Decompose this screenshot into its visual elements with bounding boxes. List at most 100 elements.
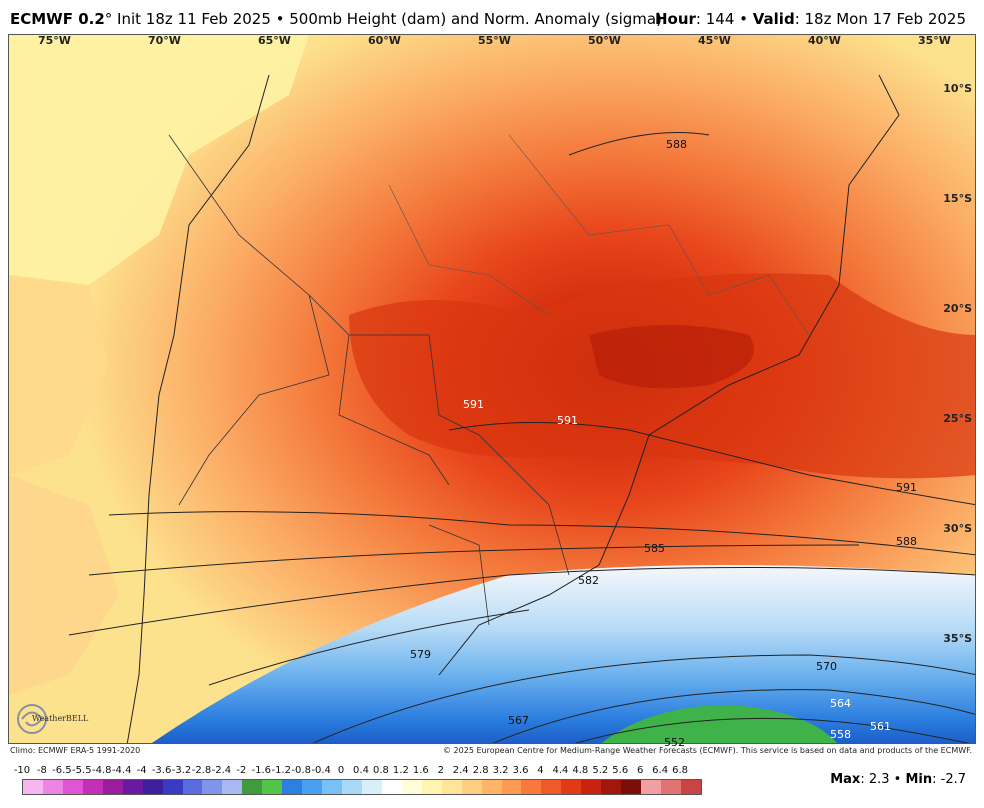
contour-label: 591 [896, 481, 917, 494]
legend-value: -5.5 [72, 765, 92, 776]
legend-value: 1.2 [392, 765, 409, 776]
latitude-label: 25°S [943, 412, 972, 425]
legend-swatch [461, 780, 482, 794]
contour-label: 585 [644, 542, 665, 555]
legend-value: 0.4 [353, 765, 369, 776]
legend-value: -6.5 [52, 765, 72, 776]
legend-swatch [82, 780, 103, 794]
legend-swatch [122, 780, 143, 794]
legend-swatch [421, 780, 442, 794]
legend-swatch [262, 780, 283, 794]
contour-label: 579 [410, 648, 431, 661]
valid-label: Valid [752, 10, 795, 28]
legend-value: 3.6 [512, 765, 529, 776]
legend-swatch [601, 780, 622, 794]
contour-label: 591 [557, 414, 578, 427]
legend-swatch [401, 780, 422, 794]
contour-label: 570 [816, 660, 837, 673]
legend-value: 1.6 [412, 765, 429, 776]
legend-value: 5.6 [612, 765, 629, 776]
legend-swatch [641, 780, 661, 794]
legend-value: -0.4 [311, 765, 331, 776]
contour-label: 558 [830, 728, 851, 741]
legend-value: -1.2 [271, 765, 291, 776]
contour-label: 561 [870, 720, 891, 733]
longitude-label: 40°W [808, 34, 841, 47]
longitude-label: 60°W [368, 34, 401, 47]
legend-swatch [541, 780, 562, 794]
legend-value: -3.2 [171, 765, 192, 776]
pacific-coastline [126, 74, 270, 743]
latitude-label: 30°S [943, 522, 972, 535]
contour-label: 591 [463, 398, 484, 411]
contour-label: 567 [508, 714, 529, 727]
weatherbell-logo: WeatherBELL [14, 700, 89, 738]
longitude-label: 65°W [258, 34, 291, 47]
forecast-time: Hour: 144 • Valid: 18z Mon 17 Feb 2025 [655, 10, 966, 28]
valid-value: : 18z Mon 17 Feb 2025 [794, 10, 966, 28]
legend-value: -1.6 [251, 765, 272, 776]
contour-label: 588 [666, 138, 687, 151]
legend-swatch [680, 780, 701, 794]
map-title: ECMWF 0.2° Init 18z 11 Feb 2025 • 500mb … [10, 10, 662, 28]
legend-swatch [202, 780, 223, 794]
credits-bar: Climo: ECMWF ERA-5 1991-2020 © 2025 Euro… [10, 746, 976, 758]
latitude-label: 10°S [943, 82, 972, 95]
longitude-label: 70°W [148, 34, 181, 47]
model-name: ECMWF 0.2 [10, 10, 105, 28]
legend-swatch [561, 780, 582, 794]
legend-swatch [23, 780, 43, 794]
anomaly-map[interactable] [8, 34, 976, 744]
legend-swatch [222, 780, 243, 794]
longitude-label: 50°W [588, 34, 621, 47]
legend-swatch [322, 780, 342, 794]
legend-value: -10 [13, 765, 31, 776]
legend-value: -2.4 [211, 765, 232, 776]
contour-label: 552 [664, 736, 685, 749]
legend-swatch [162, 780, 183, 794]
legend-swatch [142, 780, 163, 794]
legend-swatch [521, 780, 542, 794]
latitude-label: 20°S [943, 302, 972, 315]
hour-label: Hour [654, 10, 696, 28]
color-legend [22, 779, 702, 795]
legend-value: 6.4 [652, 765, 669, 776]
map-canvas [9, 35, 975, 743]
copyright-credit: © 2025 European Centre for Medium-Range … [443, 746, 972, 755]
legend-swatch [102, 780, 123, 794]
latitude-label: 15°S [943, 192, 972, 205]
legend-swatch [342, 780, 362, 794]
atlantic-coastline [438, 74, 900, 676]
contour-label: 588 [896, 535, 917, 548]
contour-label: 564 [830, 697, 851, 710]
legend-value: -4.4 [111, 765, 132, 776]
legend-value: 4.4 [552, 765, 569, 776]
country-border [168, 134, 570, 576]
longitude-label: 75°W [38, 34, 71, 47]
legend-swatch [481, 780, 502, 794]
low-anomaly-region [9, 35, 309, 285]
legend-value: 2 [437, 765, 444, 776]
longitude-label: 55°W [478, 34, 511, 47]
legend-swatch [42, 780, 63, 794]
contour-label: 582 [578, 574, 599, 587]
legend-values: -10 -8 -6.5 -5.5 -4.8 -4.4 -4 -3.6 -3.2 -2.8 -2.4-… [12, 765, 732, 777]
legend-value: -4 [136, 765, 147, 776]
legend-swatch [361, 780, 382, 794]
legend-swatch [302, 780, 323, 794]
hour-value: : 144 • [695, 10, 753, 28]
legend-swatch [242, 780, 263, 794]
longitude-label: 35°W [918, 34, 951, 47]
legend-value: 2.4 [452, 765, 469, 776]
legend-swatch [62, 780, 83, 794]
max-label: Max [830, 772, 861, 787]
legend-value: -2 [236, 765, 247, 776]
legend-value: 0.8 [372, 765, 389, 776]
min-value: : -2.7 [932, 772, 966, 787]
swirl-logo-icon [17, 704, 47, 734]
legend-swatch [661, 780, 681, 794]
legend-value: 6 [636, 765, 644, 776]
legend-value: -8 [36, 765, 47, 776]
height-contour [568, 132, 710, 156]
logo-text: WeatherBELL [32, 714, 89, 723]
